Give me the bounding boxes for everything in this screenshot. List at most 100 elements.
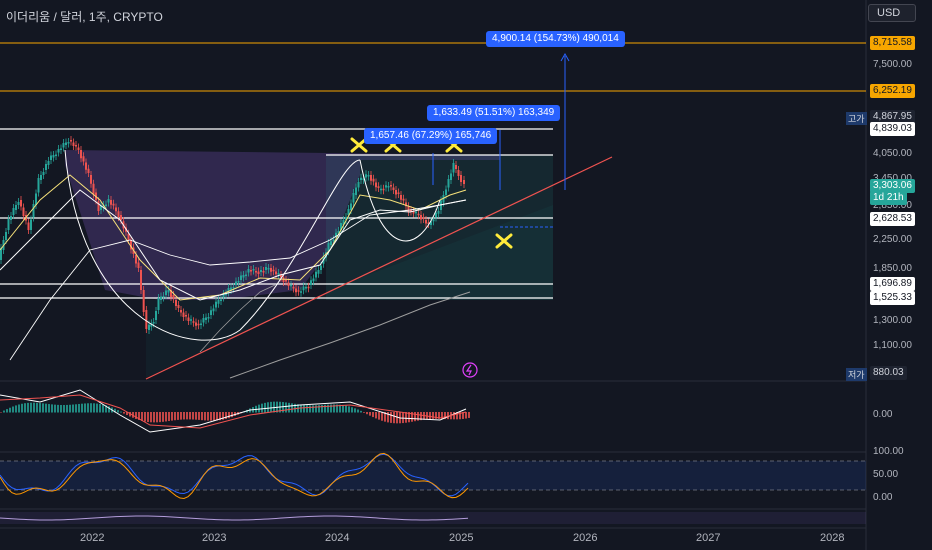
macd-bar <box>30 402 32 413</box>
candle <box>120 215 122 221</box>
macd-bar <box>39 403 41 413</box>
candle <box>75 145 77 147</box>
candle <box>340 223 342 230</box>
price-tick: 7,500.00 <box>873 59 912 70</box>
candle <box>345 217 347 220</box>
candle <box>342 220 345 225</box>
time-tick: 2028 <box>820 532 845 544</box>
currency-selector[interactable]: USD <box>868 4 916 22</box>
bar-countdown: 1d 21h <box>870 191 907 205</box>
macd-bar <box>0 412 2 413</box>
candle <box>397 192 400 194</box>
macd-bar <box>171 412 173 421</box>
rsi-line <box>0 515 469 521</box>
measure-label-2[interactable]: 1,633.49 (51.51%) 163,349 <box>427 105 561 121</box>
candle <box>225 293 227 295</box>
lightning-icon <box>462 362 478 378</box>
candle <box>450 173 452 180</box>
macd-bar <box>333 404 335 413</box>
candle <box>215 301 217 308</box>
candle <box>87 168 90 173</box>
macd-bar <box>273 401 275 413</box>
macd-bar <box>405 412 407 423</box>
macd-bar <box>381 412 383 421</box>
lightning-icon <box>465 364 472 376</box>
candle <box>395 190 397 195</box>
macd-bar <box>27 402 29 413</box>
macd-bar <box>441 412 443 419</box>
candle <box>15 205 17 210</box>
candle <box>242 275 245 278</box>
candle <box>415 211 417 214</box>
candle <box>310 280 312 285</box>
candle <box>265 267 267 270</box>
macd-bar <box>84 403 86 413</box>
macd-bar <box>114 408 116 413</box>
macd-bar <box>78 403 80 413</box>
macd-bar <box>267 402 269 413</box>
candle <box>185 315 187 317</box>
candle <box>22 207 25 216</box>
macd-bar <box>336 404 338 413</box>
macd-line <box>0 394 467 429</box>
ma-line <box>199 284 276 353</box>
macd-bar <box>135 412 137 419</box>
candle <box>115 207 117 212</box>
low-tag: 저가 <box>846 368 867 381</box>
level-label: 8,715.58 <box>870 36 915 50</box>
candle <box>267 268 270 270</box>
candle <box>52 155 55 158</box>
projection-zone <box>326 155 553 300</box>
macd-bar <box>384 412 386 422</box>
time-tick: 2027 <box>696 532 721 544</box>
candle <box>447 179 450 188</box>
macd-bar <box>363 412 365 413</box>
candle <box>105 204 107 206</box>
macd-bar <box>66 404 68 413</box>
price-tick: 2,250.00 <box>873 234 912 245</box>
candle <box>210 310 212 315</box>
measure-label-3[interactable]: 1,657.46 (67.29%) 165,746 <box>364 128 498 144</box>
candle <box>187 317 190 321</box>
candle <box>367 175 370 177</box>
candle <box>417 213 420 216</box>
macd-bar <box>9 407 11 413</box>
candle <box>360 177 362 180</box>
measure-label-1[interactable]: 4,900.14 (154.73%) 490,014 <box>486 31 625 47</box>
symbol-title[interactable]: 이더리움 / 달러, 1주, CRYPTO <box>6 10 163 24</box>
candle <box>67 142 70 144</box>
price-tick: 2,850.00 <box>873 200 912 211</box>
candle <box>32 204 35 218</box>
candle <box>127 233 130 240</box>
candle <box>252 269 255 271</box>
macd-bar <box>393 412 395 424</box>
candle <box>392 187 395 190</box>
macd-bar <box>126 412 128 416</box>
level-label: 1,525.33 <box>870 291 915 305</box>
macd-bar <box>465 412 467 419</box>
candle <box>180 310 182 313</box>
candle <box>350 203 352 210</box>
x-marker <box>350 137 368 153</box>
macd-bar <box>432 412 434 419</box>
triangle-zone <box>146 205 553 378</box>
macd-bar <box>96 403 98 413</box>
candle <box>192 321 195 323</box>
candle <box>202 318 205 323</box>
candle <box>357 182 360 188</box>
candle <box>365 174 367 178</box>
macd-bar <box>60 404 62 413</box>
macd-bar <box>42 403 44 413</box>
macd-bar <box>378 412 380 420</box>
candle <box>435 212 437 218</box>
candle <box>287 282 290 286</box>
macd-bar <box>195 412 197 420</box>
macd-bar <box>141 412 143 421</box>
candle <box>327 243 330 252</box>
candle <box>142 290 145 312</box>
level-label: 6,252.19 <box>870 84 915 98</box>
macd-bar <box>156 412 158 423</box>
macd-bar <box>57 404 59 413</box>
macd-bar <box>357 409 359 413</box>
